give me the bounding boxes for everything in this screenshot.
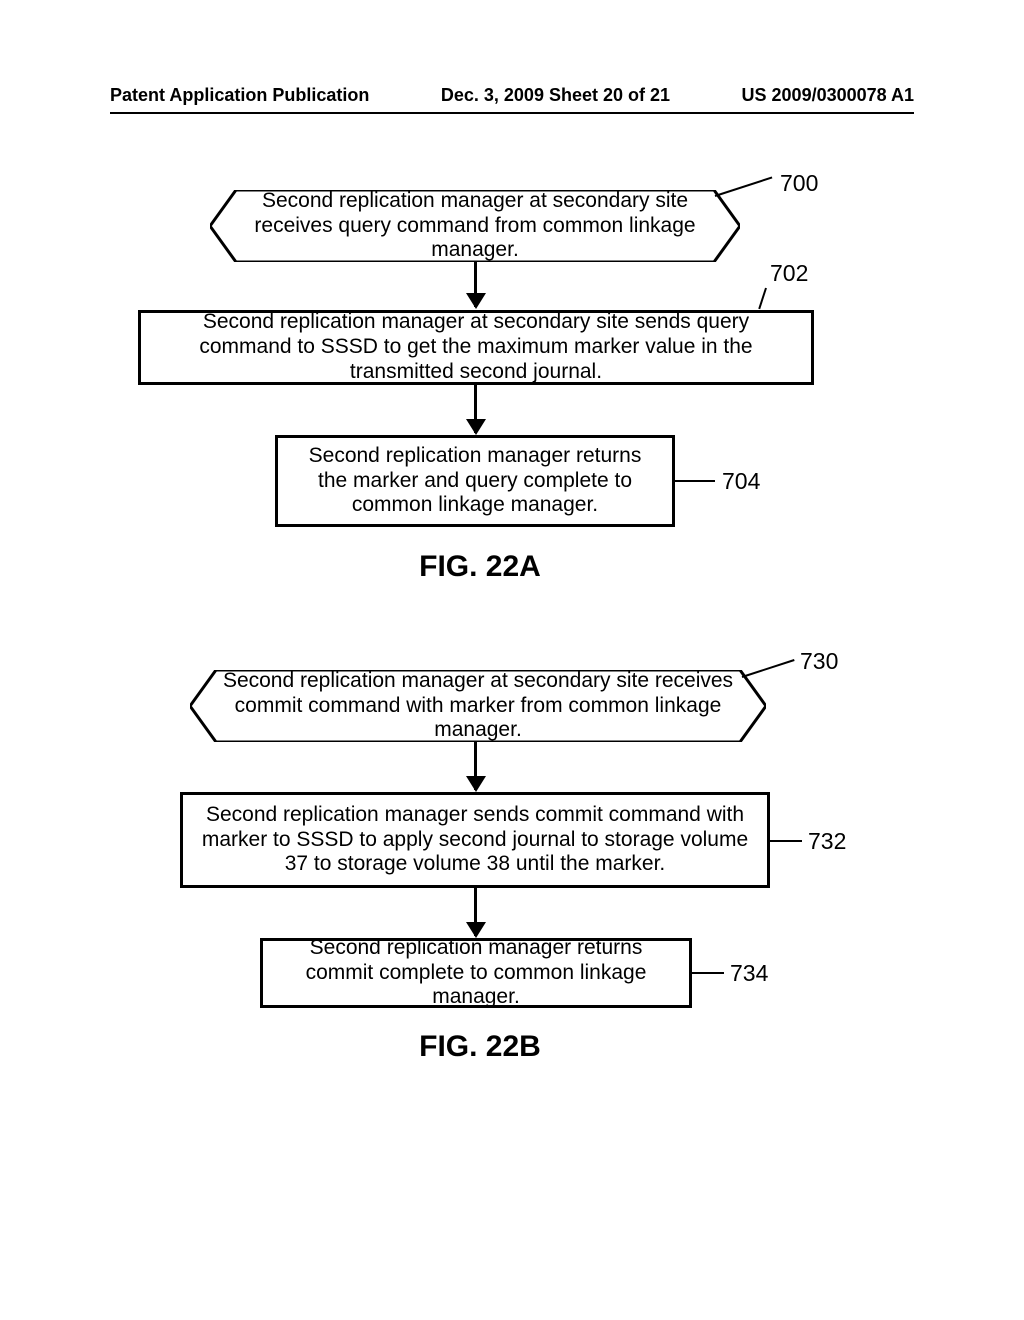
header-center: Dec. 3, 2009 Sheet 20 of 21 [441,85,670,106]
ref-702: 702 [770,260,808,287]
fig-22a-label: FIG. 22A [380,550,580,584]
process-734: Second replication manager returns commi… [260,938,692,1008]
ref-730: 730 [800,648,838,675]
page-header: Patent Application Publication Dec. 3, 2… [110,85,914,106]
arrow-702-704 [474,385,477,433]
process-702: Second replication manager at secondary … [138,310,814,385]
process-702-text: Second replication manager at secondary … [155,310,797,384]
process-732: Second replication manager sends commit … [180,792,770,888]
diagram-area: Second replication manager at secondary … [0,160,1024,1320]
terminator-700: Second replication manager at secondary … [210,190,740,262]
header-left: Patent Application Publication [110,85,369,106]
terminator-730-text: Second replication manager at secondary … [190,669,766,743]
terminator-730: Second replication manager at secondary … [190,670,766,742]
leader-704 [675,480,715,482]
terminator-700-text: Second replication manager at secondary … [210,189,740,263]
leader-732 [770,840,802,842]
process-704: Second replication manager returns the m… [275,435,675,527]
process-734-text: Second replication manager returns commi… [277,936,675,1010]
ref-704: 704 [722,468,760,495]
fig-22b-label: FIG. 22B [380,1030,580,1064]
process-732-text: Second replication manager sends commit … [197,803,753,877]
leader-734 [692,972,724,974]
leader-702 [758,288,767,310]
process-704-text: Second replication manager returns the m… [292,444,658,518]
page: Patent Application Publication Dec. 3, 2… [0,0,1024,1320]
arrow-732-734 [474,888,477,936]
ref-732: 732 [808,828,846,855]
arrow-730-732 [474,742,477,790]
leader-700 [715,177,773,197]
ref-700: 700 [780,170,818,197]
header-right: US 2009/0300078 A1 [742,85,914,106]
ref-734: 734 [730,960,768,987]
header-rule [110,112,914,114]
arrow-700-702 [474,262,477,307]
